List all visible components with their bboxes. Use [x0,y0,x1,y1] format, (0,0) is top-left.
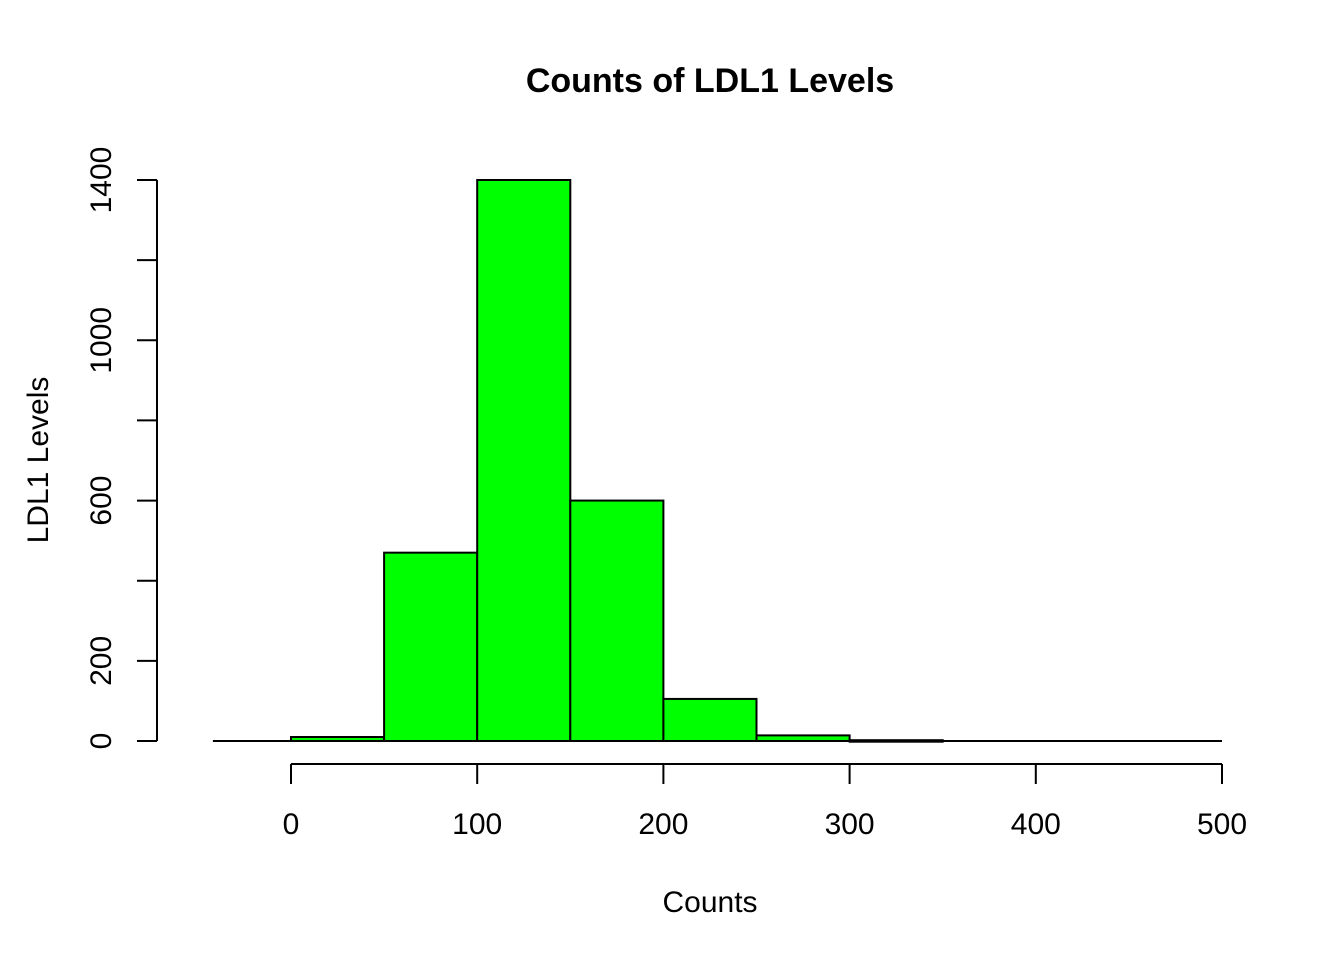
y-tick-label-1: 200 [85,636,118,686]
histogram-bar-5 [755,734,851,743]
histogram-bar-0 [290,735,386,743]
y-tick-label-5: 1000 [85,307,118,374]
y-tick-label-0: 0 [85,733,118,750]
x-axis-label: Counts [662,886,757,919]
x-tick-label-4: 400 [1011,808,1061,841]
histogram-bar-3 [569,499,665,743]
histogram-bar-1 [383,551,479,743]
x-tick-label-5: 500 [1197,808,1247,841]
y-axis-label: LDL1 Levels [22,377,55,544]
bars-group [212,179,1222,743]
histogram-bar-2 [476,179,572,742]
y-axis: 0 200 600 1000 1400 [85,147,158,750]
x-tick-label-1: 100 [452,808,502,841]
histogram-bar-6 [848,739,944,743]
x-tick-label-0: 0 [283,808,300,841]
x-tick-label-3: 300 [825,808,875,841]
y-tick-label-3: 600 [85,476,118,526]
y-tick-label-7: 1400 [85,147,118,214]
x-tick-label-2: 200 [638,808,688,841]
histogram-bar-4 [662,697,758,742]
chart-title: Counts of LDL1 Levels [526,62,894,100]
x-axis: 0 100 200 300 400 500 [283,763,1247,841]
